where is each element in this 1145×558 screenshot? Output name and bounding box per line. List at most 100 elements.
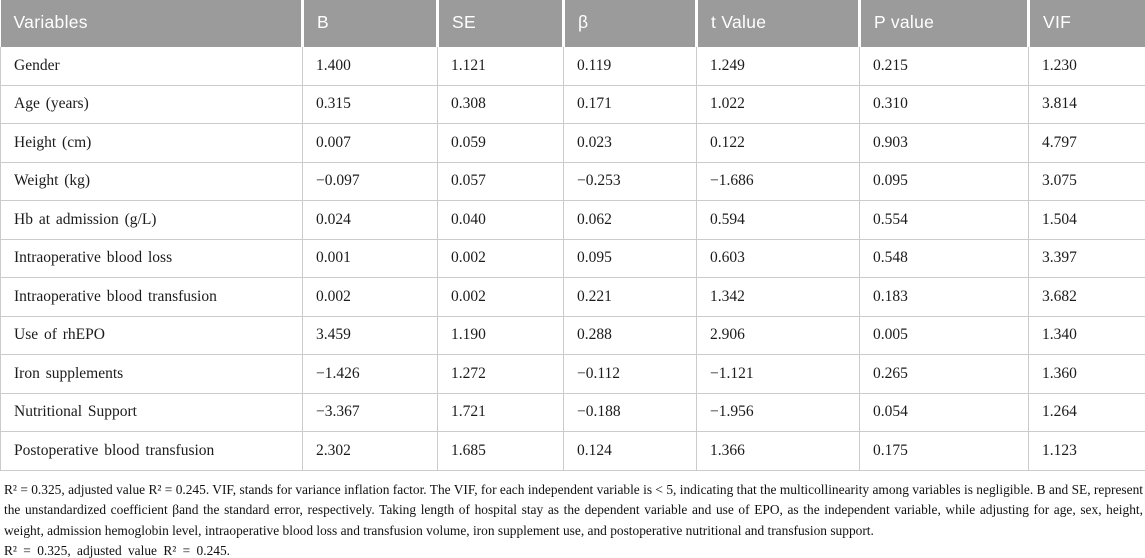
value-cell-vif: 1.504 [1028, 200, 1145, 240]
value-cell-vif: 1.230 [1028, 47, 1145, 86]
value-cell-p: 0.215 [859, 47, 1029, 86]
value-cell-se: 0.002 [437, 277, 564, 317]
value-cell-se: 1.190 [437, 315, 564, 355]
value-cell-b: 0.315 [302, 84, 438, 124]
table-row: Iron supplements −1.426 1.272 −0.112 −1.121 0… [0, 354, 1145, 394]
value-cell-vif: 3.075 [1028, 161, 1145, 201]
variable-cell: Intraoperative blood loss [0, 238, 303, 278]
value-cell-se: 1.685 [437, 431, 564, 471]
value-cell-b: −1.426 [302, 354, 438, 394]
value-cell-b: 3.459 [302, 315, 438, 355]
table-row: Age (years) 0.315 0.308 0.171 1.022 0.310 3.81… [0, 84, 1145, 124]
value-cell-b: 0.002 [302, 277, 438, 317]
value-cell-t: −1.686 [696, 161, 860, 201]
value-cell-b: 1.400 [302, 47, 438, 86]
value-cell-se: 0.057 [437, 161, 564, 201]
value-cell-vif: 1.360 [1028, 354, 1145, 394]
value-cell-p: 0.183 [859, 277, 1029, 317]
value-cell-se: 1.721 [437, 392, 564, 432]
variable-cell: Intraoperative blood transfusion [0, 277, 303, 317]
variable-cell: Nutritional Support [0, 392, 303, 432]
variable-cell: Height (cm) [0, 123, 303, 163]
table-row: Use of rhEPO 3.459 1.190 0.288 2.906 0.005 1.3… [0, 315, 1145, 355]
column-header-beta: β [562, 0, 697, 47]
value-cell-beta: −0.188 [563, 392, 697, 432]
value-cell-b: 2.302 [302, 431, 438, 471]
variable-cell: Postoperative blood transfusion [0, 431, 303, 471]
footnote-r-squared-line: R² = 0.325, adjusted value R² = 0.245. [4, 543, 231, 558]
value-cell-vif: 1.340 [1028, 315, 1145, 355]
value-cell-t: −1.956 [696, 392, 860, 432]
column-header-vif: VIF [1027, 0, 1145, 47]
variable-cell: Gender [0, 47, 303, 86]
table-row: Intraoperative blood loss 0.001 0.002 0.095… [0, 238, 1145, 278]
table-row: Hb at admission (g/L) 0.024 0.040 0.062 0.59… [0, 200, 1145, 240]
value-cell-t: 1.249 [696, 47, 860, 86]
column-header-t: t Value [695, 0, 860, 47]
value-cell-t: 2.906 [696, 315, 860, 355]
table-row: Weight (kg) −0.097 0.057 −0.253 −1.686 0.095 3… [0, 161, 1145, 201]
table-body: Gender 1.400 1.121 0.119 1.249 0.215 1.230 Age … [0, 47, 1145, 471]
value-cell-t: 1.366 [696, 431, 860, 471]
value-cell-se: 1.272 [437, 354, 564, 394]
value-cell-se: 0.040 [437, 200, 564, 240]
value-cell-b: 0.007 [302, 123, 438, 163]
table-header: Variables B SE β t Value P value VIF [0, 0, 1145, 47]
column-header-p: P value [858, 0, 1029, 47]
table-row: Nutritional Support −3.367 1.721 −0.188 −1.9… [0, 392, 1145, 432]
column-header-se: SE [436, 0, 564, 47]
footnote-text: R² = 0.325, adjusted value R² = 0.245. V… [4, 481, 1143, 538]
value-cell-p: 0.175 [859, 431, 1029, 471]
value-cell-t: −1.121 [696, 354, 860, 394]
value-cell-vif: 3.814 [1028, 84, 1145, 124]
value-cell-beta: 0.288 [563, 315, 697, 355]
value-cell-beta: 0.023 [563, 123, 697, 163]
variable-cell: Use of rhEPO [0, 315, 303, 355]
variable-cell: Iron supplements [0, 354, 303, 394]
value-cell-t: 0.594 [696, 200, 860, 240]
value-cell-se: 1.121 [437, 47, 564, 86]
value-cell-t: 1.342 [696, 277, 860, 317]
header-row: Variables B SE β t Value P value VIF [0, 0, 1145, 47]
value-cell-p: 0.548 [859, 238, 1029, 278]
value-cell-p: 0.265 [859, 354, 1029, 394]
value-cell-t: 0.603 [696, 238, 860, 278]
value-cell-beta: 0.119 [563, 47, 697, 86]
table-row: Postoperative blood transfusion 2.302 1.68… [0, 431, 1145, 471]
table-footnote: R² = 0.325, adjusted value R² = 0.245. V… [0, 471, 1145, 558]
variable-cell: Hb at admission (g/L) [0, 200, 303, 240]
value-cell-b: 0.024 [302, 200, 438, 240]
value-cell-t: 0.122 [696, 123, 860, 163]
value-cell-p: 0.554 [859, 200, 1029, 240]
value-cell-beta: −0.112 [563, 354, 697, 394]
value-cell-b: −3.367 [302, 392, 438, 432]
value-cell-beta: 0.221 [563, 277, 697, 317]
table-row: Height (cm) 0.007 0.059 0.023 0.122 0.903 4.79… [0, 123, 1145, 163]
variable-cell: Weight (kg) [0, 161, 303, 201]
value-cell-vif: 1.264 [1028, 392, 1145, 432]
value-cell-se: 0.308 [437, 84, 564, 124]
value-cell-beta: 0.124 [563, 431, 697, 471]
column-header-variable: Variables [0, 0, 303, 47]
value-cell-beta: −0.253 [563, 161, 697, 201]
value-cell-p: 0.054 [859, 392, 1029, 432]
value-cell-b: −0.097 [302, 161, 438, 201]
value-cell-p: 0.095 [859, 161, 1029, 201]
value-cell-b: 0.001 [302, 238, 438, 278]
value-cell-se: 0.059 [437, 123, 564, 163]
variable-cell: Age (years) [0, 84, 303, 124]
value-cell-vif: 4.797 [1028, 123, 1145, 163]
value-cell-p: 0.005 [859, 315, 1029, 355]
value-cell-beta: 0.171 [563, 84, 697, 124]
value-cell-p: 0.903 [859, 123, 1029, 163]
value-cell-vif: 1.123 [1028, 431, 1145, 471]
table-row: Gender 1.400 1.121 0.119 1.249 0.215 1.230 [0, 47, 1145, 86]
column-header-b: B [301, 0, 438, 47]
value-cell-beta: 0.095 [563, 238, 697, 278]
value-cell-t: 1.022 [696, 84, 860, 124]
value-cell-p: 0.310 [859, 84, 1029, 124]
table-row: Intraoperative blood transfusion 0.002 0.0… [0, 277, 1145, 317]
regression-table: Variables B SE β t Value P value VIF Gender 1.4… [0, 0, 1145, 471]
value-cell-vif: 3.682 [1028, 277, 1145, 317]
